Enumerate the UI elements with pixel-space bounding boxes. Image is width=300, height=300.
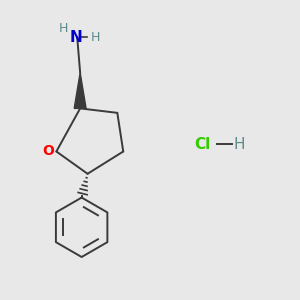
Text: N: N (69, 30, 82, 45)
Text: H: H (233, 136, 245, 152)
Text: Cl: Cl (194, 136, 210, 152)
Text: H: H (90, 31, 100, 44)
Text: O: O (42, 145, 54, 158)
Polygon shape (74, 73, 86, 108)
Text: H: H (59, 22, 68, 34)
